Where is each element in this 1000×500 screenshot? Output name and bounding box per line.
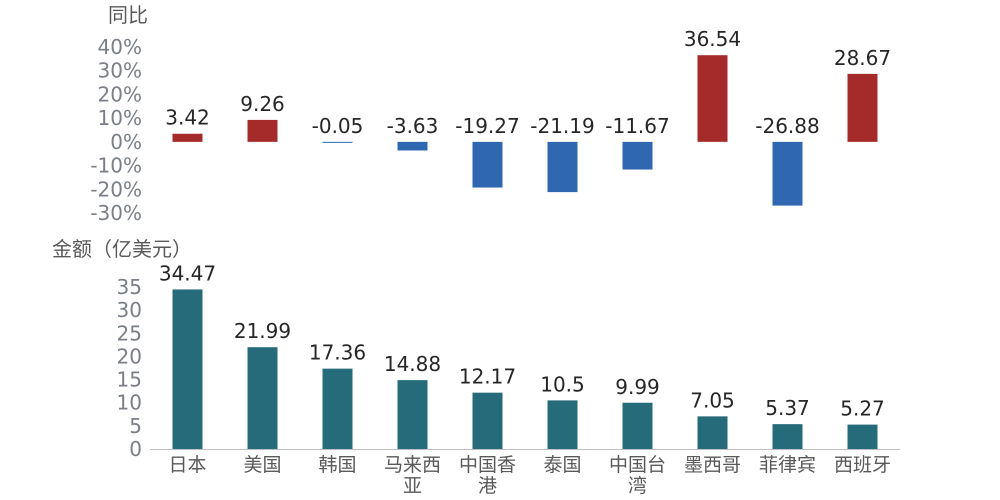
amount-bar [472,392,503,449]
yoy-bar [697,55,728,142]
category-label: 马来西 [384,454,441,476]
amount-data-label: 7.05 [690,388,735,412]
yoy-bar [472,141,503,188]
amount-bar [322,368,353,449]
yoy-data-label: -3.63 [387,114,439,138]
yoy-data-label: 9.26 [240,92,285,116]
amount-bar [772,424,803,449]
yoy-bar [847,73,878,142]
yoy-bar [772,141,803,206]
yoy-bars [172,55,878,206]
amount-bars [172,289,878,449]
amount-tick-label: 5 [129,414,142,438]
amount-data-label: 9.99 [615,375,660,399]
category-label: 韩国 [318,454,356,476]
amount-bar [847,424,878,449]
amount-data-label: 10.5 [540,372,585,396]
yoy-axis-title: 同比 [108,3,148,27]
amount-tick-label: 15 [117,368,142,392]
category-label: 美国 [243,454,281,476]
yoy-tick-label: -20% [90,177,142,201]
amount-bar [247,347,278,449]
yoy-bar [397,141,428,151]
amount-tick-label: 0 [129,437,142,461]
yoy-tick-label: 20% [98,82,142,106]
category-label: 墨西哥 [684,454,741,476]
amount-data-label: 12.17 [459,365,516,389]
amount-bar [397,380,428,449]
yoy-bar [247,119,278,142]
amount-tick-label: 20 [117,344,142,368]
amount-data-label: 17.36 [309,341,366,365]
yoy-bar [172,133,203,142]
yoy-data-label: -19.27 [455,114,519,138]
amount-data-label: 5.27 [840,397,885,421]
yoy-data-label: 36.54 [684,27,741,51]
yoy-panel: 同比 40%30%20%10%0%-10%-20%-30% 3.42 9.26 -0… [90,3,891,225]
category-label: 湾 [628,475,647,497]
amount-data-label: 5.37 [765,396,810,420]
category-label: 中国香 [459,454,516,476]
yoy-data-label: -0.05 [312,114,364,138]
yoy-bar [622,141,653,170]
amount-tick-label: 30 [117,298,142,322]
amount-bar [622,402,653,449]
yoy-tick-labels: 40%30%20%10%0%-10%-20%-30% [90,35,142,225]
amount-data-label: 21.99 [234,319,291,343]
category-label: 菲律宾 [759,454,816,476]
category-label: 西班牙 [834,454,891,476]
amount-data-label: 34.47 [159,261,216,285]
yoy-tick-label: -30% [90,201,142,225]
category-label: 亚 [403,475,422,497]
yoy-bar [547,141,578,193]
amount-data-labels: 34.47 21.99 17.36 14.88 12.17 10.5 9.99 7.05 5.3… [159,261,885,420]
amount-bar [172,289,203,449]
amount-bar [547,400,578,449]
amount-data-label: 14.88 [384,352,441,376]
amount-bar [697,416,728,449]
yoy-tick-label: 10% [98,106,142,130]
category-label: 泰国 [543,454,581,476]
yoy-data-labels: 3.42 9.26 -0.05 -3.63 -19.27 -21.19 -11.67 36.5… [165,27,891,138]
category-label: 港 [478,475,497,497]
yoy-data-label: -21.19 [530,114,594,138]
amount-axis-title: 金额（亿美元） [52,237,192,261]
amount-tick-label: 25 [117,321,142,345]
yoy-tick-label: 40% [98,35,142,59]
amount-tick-label: 35 [117,275,142,299]
category-label: 日本 [168,454,206,476]
yoy-data-label: 28.67 [834,46,891,70]
amount-tick-label: 10 [117,391,142,415]
yoy-tick-label: 0% [110,130,142,154]
yoy-tick-label: -10% [90,154,142,178]
yoy-bar [322,141,353,143]
yoy-data-label: -26.88 [755,114,819,138]
yoy-data-label: 3.42 [165,106,210,130]
category-label: 中国台 [609,454,666,476]
yoy-tick-label: 30% [98,59,142,83]
yoy-data-label: -11.67 [605,114,669,138]
